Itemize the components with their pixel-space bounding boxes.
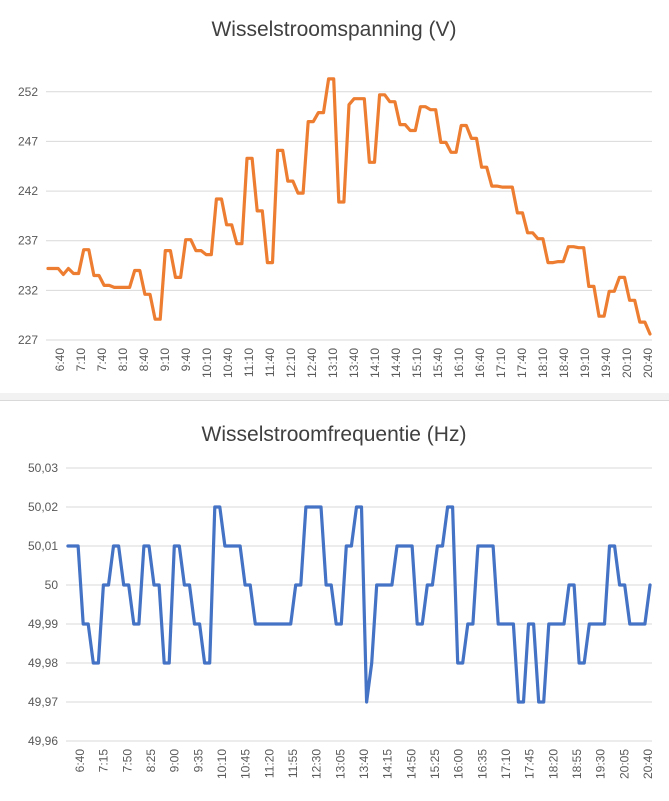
frequency-x-tick-label: 12:30	[310, 749, 324, 779]
frequency-chart-title: Wisselstroomfrequentie (Hz)	[202, 423, 467, 446]
voltage-chart-panel: Wisselstroomspanning (V) 227 232 237 242 247…	[0, 0, 669, 393]
frequency-x-tick-label: 19:30	[594, 749, 608, 779]
frequency-x-tick-label: 7:15	[97, 749, 111, 773]
frequency-x-tick-label: 6:40	[73, 749, 87, 773]
voltage-y-tick-label: 232	[18, 283, 38, 297]
voltage-x-tick-label: 14:40	[389, 348, 403, 378]
frequency-y-tick-label: 49,98	[28, 656, 58, 670]
voltage-x-tick-label: 7:40	[95, 348, 109, 372]
frequency-y-tick-label: 50,02	[28, 500, 58, 514]
voltage-x-tick-label: 19:40	[599, 348, 613, 378]
voltage-x-tick-label: 10:40	[221, 348, 235, 378]
frequency-x-tick-label: 9:35	[191, 749, 205, 773]
voltage-x-tick-label: 13:40	[347, 348, 361, 378]
voltage-x-tick-label: 8:40	[137, 348, 151, 372]
frequency-x-tick-label: 11:55	[286, 749, 300, 778]
voltage-x-tick-label: 16:40	[473, 348, 487, 378]
voltage-chart-title: Wisselstroomspanning (V)	[211, 18, 456, 41]
frequency-y-tick-label: 49,96	[28, 734, 58, 748]
voltage-x-tick-label: 20:40	[641, 348, 655, 378]
voltage-x-tick-label: 20:10	[620, 348, 634, 378]
frequency-x-tick-label: 11:20	[262, 749, 276, 778]
voltage-x-tick-label: 7:10	[74, 348, 88, 372]
frequency-series-line	[66, 505, 652, 704]
frequency-x-tick-label: 9:00	[168, 749, 182, 773]
frequency-y-tick-label: 49,97	[28, 695, 58, 709]
voltage-x-tick-label: 9:10	[158, 348, 172, 372]
frequency-chart: Wisselstroomfrequentie (Hz) 49,96 49,97 49…	[28, 423, 655, 779]
chart-separator	[0, 393, 669, 400]
frequency-x-tick-label: 13:05	[333, 749, 347, 779]
voltage-x-tick-label: 12:40	[305, 348, 319, 378]
frequency-x-tick-label: 14:50	[404, 749, 418, 779]
voltage-x-tick-label: 10:10	[200, 348, 214, 378]
voltage-x-tick-label: 6:40	[53, 348, 67, 372]
frequency-x-tick-label: 15:25	[428, 749, 442, 779]
voltage-x-tick-label: 17:40	[515, 348, 529, 378]
voltage-y-tick-label: 242	[18, 184, 38, 198]
frequency-x-tick-label: 10:45	[239, 749, 253, 779]
frequency-chart-panel: Wisselstroomfrequentie (Hz) 49,96 49,97 49…	[0, 400, 669, 801]
frequency-x-tick-label: 18:20	[546, 749, 560, 779]
voltage-y-tick-label: 252	[18, 85, 38, 99]
frequency-y-tick-label: 50	[45, 578, 59, 592]
frequency-x-tick-label: 16:00	[452, 749, 466, 779]
frequency-x-tick-label: 7:50	[120, 749, 134, 773]
voltage-x-tick-label: 15:10	[410, 348, 424, 378]
voltage-x-tick-label: 8:10	[116, 348, 130, 372]
voltage-x-tick-label: 9:40	[179, 348, 193, 372]
frequency-x-tick-label: 16:35	[475, 749, 489, 779]
voltage-series-line	[46, 77, 652, 336]
voltage-x-tick-label: 15:40	[431, 348, 445, 378]
voltage-x-tick-label: 13:10	[326, 348, 340, 378]
voltage-x-tick-label: 11:10	[242, 348, 256, 377]
frequency-y-tick-label: 50,01	[28, 539, 58, 553]
frequency-x-tick-label: 18:55	[570, 749, 584, 779]
frequency-x-tick-label: 17:45	[523, 749, 537, 779]
frequency-x-tick-label: 8:25	[144, 749, 158, 773]
voltage-chart: Wisselstroomspanning (V) 227 232 237 242 247…	[18, 18, 655, 378]
voltage-x-tick-label: 17:10	[494, 348, 508, 378]
voltage-y-tick-label: 237	[18, 234, 38, 248]
voltage-y-tick-label: 227	[18, 333, 38, 347]
voltage-x-tick-label: 12:10	[284, 348, 298, 378]
frequency-x-tick-label: 10:10	[215, 749, 229, 779]
voltage-x-tick-label: 18:10	[536, 348, 550, 378]
frequency-x-tick-label: 17:10	[499, 749, 513, 779]
frequency-y-tick-label: 49,99	[28, 617, 58, 631]
voltage-x-tick-label: 14:10	[368, 348, 382, 378]
voltage-x-tick-label: 11:40	[263, 348, 277, 377]
voltage-x-tick-label: 18:40	[557, 348, 571, 378]
frequency-y-tick-label: 50,03	[28, 461, 58, 475]
voltage-x-tick-label: 16:10	[452, 348, 466, 378]
frequency-x-tick-label: 20:05	[617, 749, 631, 779]
frequency-x-tick-label: 13:40	[357, 749, 371, 779]
frequency-x-tick-label: 20:40	[641, 749, 655, 779]
voltage-x-tick-label: 19:10	[578, 348, 592, 378]
frequency-x-tick-label: 14:15	[381, 749, 395, 779]
voltage-y-tick-label: 247	[18, 134, 38, 148]
